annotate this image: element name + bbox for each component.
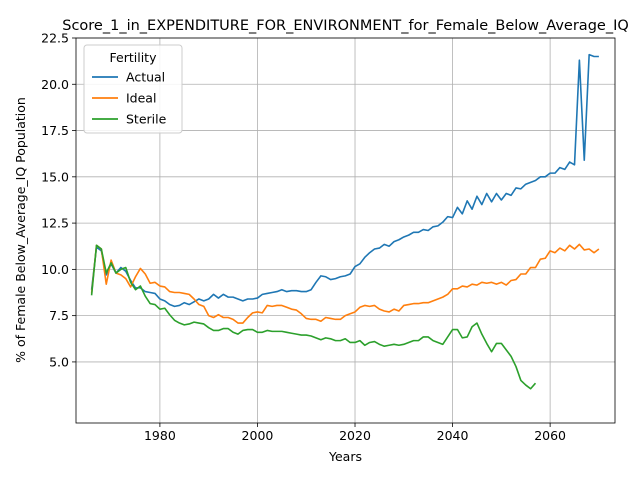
series-line-sterile <box>90 244 537 390</box>
legend-box <box>83 44 183 134</box>
series-line-actual <box>90 53 599 308</box>
x-tick-label: 2020 <box>339 428 371 443</box>
legend-label-ideal: Ideal <box>126 91 156 106</box>
y-axis-label: % of Female Below_Average_IQ Population <box>13 97 28 363</box>
y-tick-label: 7.5 <box>49 308 69 323</box>
legend: Fertility Actual Ideal Sterile <box>83 44 183 134</box>
x-tick-label: 1980 <box>144 428 176 443</box>
y-tick-label: 5.0 <box>49 354 69 369</box>
y-tick-label: 15.0 <box>41 169 69 184</box>
y-tick-label: 10.0 <box>41 262 69 277</box>
y-tick-label: 17.5 <box>41 123 69 138</box>
x-axis-label: Years <box>328 449 362 464</box>
legend-label-actual: Actual <box>126 70 165 85</box>
y-tick-label: 20.0 <box>41 77 69 92</box>
axes: 1980 2000 2020 2040 2060 5.0 7.5 10.0 12.5 15.0 17… <box>41 31 616 443</box>
x-tick-label: 2040 <box>437 428 469 443</box>
plot-frame <box>75 37 616 424</box>
series-line-ideal <box>90 243 600 324</box>
x-tick-label: 2060 <box>534 428 566 443</box>
legend-title: Fertility <box>110 50 158 65</box>
legend-label-sterile: Sterile <box>126 112 167 127</box>
series-lines <box>90 53 600 390</box>
x-tick-label: 2000 <box>242 428 274 443</box>
y-tick-label: 12.5 <box>41 216 69 231</box>
chart-title: Score_1_in_EXPENDITURE_FOR_ENVIRONMENT_f… <box>62 18 629 34</box>
y-tick-label: 22.5 <box>41 31 69 46</box>
